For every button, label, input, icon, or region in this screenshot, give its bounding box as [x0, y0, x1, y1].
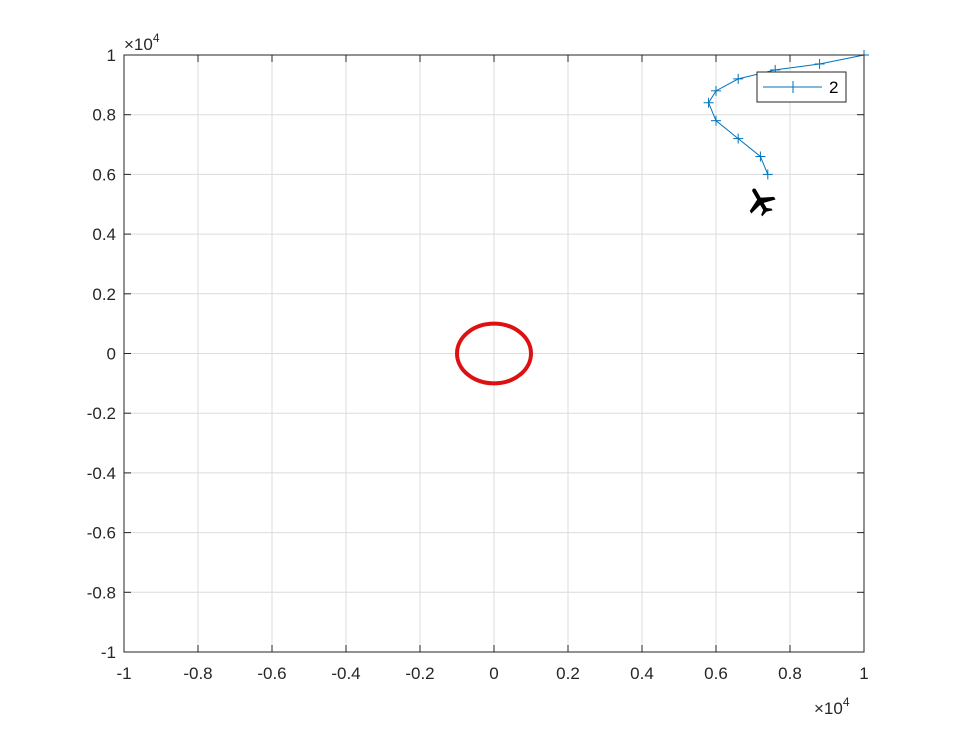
x-tick-label: -0.4: [331, 664, 360, 683]
y-tick-label: -0.6: [87, 524, 116, 543]
svg-text:×104: ×104: [124, 31, 160, 54]
y-tick-label: 0.2: [92, 285, 116, 304]
x-tick-label: 0.8: [778, 664, 802, 683]
series-point: [755, 151, 766, 162]
red-circle-shape: [455, 321, 533, 386]
series-point: [814, 58, 825, 69]
red-circle: [455, 321, 533, 386]
legend-marker: [787, 81, 799, 93]
axes-box: [123, 54, 865, 653]
y-tick-label: -0.4: [87, 464, 116, 483]
x-tick-label: -0.2: [405, 664, 434, 683]
series-point: [711, 115, 721, 126]
x-exponent-label: ×104: [814, 695, 850, 718]
x-tick-label: 0.2: [556, 664, 580, 683]
x-tick-label: 0: [489, 664, 498, 683]
y-tick-label: 0.8: [92, 106, 116, 125]
svg-text:×104: ×104: [814, 695, 850, 718]
x-exponent-base: ×10: [814, 699, 843, 718]
y-tick-labels: -1 -0.8 -0.6 -0.4 -0.2 0 0.2 0.4 0.6 0.8 1: [87, 46, 116, 662]
series-point: [733, 73, 744, 84]
x-exponent-power: 4: [843, 695, 850, 709]
y-tick-label: -0.8: [87, 583, 116, 602]
y-exponent-power: 4: [153, 31, 160, 45]
series-point: [733, 133, 744, 144]
series-point: [711, 85, 721, 96]
y-tick-label: 0.6: [92, 165, 116, 184]
x-tick-label: 0.6: [704, 664, 728, 683]
x-tick-label: -1: [116, 664, 131, 683]
x-tick-label: 1: [859, 664, 868, 683]
plot-area: [123, 50, 869, 653]
x-tick-labels: -1 -0.8 -0.6 -0.4 -0.2 0 0.2 0.4 0.6 0.8 1: [116, 664, 868, 683]
x-tick-label: 0.4: [630, 664, 654, 683]
y-tick-label: 0.4: [92, 225, 116, 244]
y-exponent-label: ×104: [124, 31, 160, 54]
y-tick-label: 0: [107, 345, 116, 364]
series-point: [762, 169, 773, 180]
y-exponent-base: ×10: [124, 35, 153, 54]
aircraft-marker: [749, 188, 776, 217]
y-tick-label: 1: [107, 46, 116, 65]
x-tick-label: -0.8: [183, 664, 212, 683]
y-tick-label: -0.2: [87, 404, 116, 423]
y-tick-label: -1: [101, 643, 116, 662]
legend-label: 2: [829, 78, 838, 97]
x-tick-label: -0.6: [257, 664, 286, 683]
series-line: [708, 54, 865, 175]
airplane-icon: [749, 188, 776, 217]
series-point: [703, 97, 714, 108]
legend[interactable]: 2: [756, 71, 847, 103]
